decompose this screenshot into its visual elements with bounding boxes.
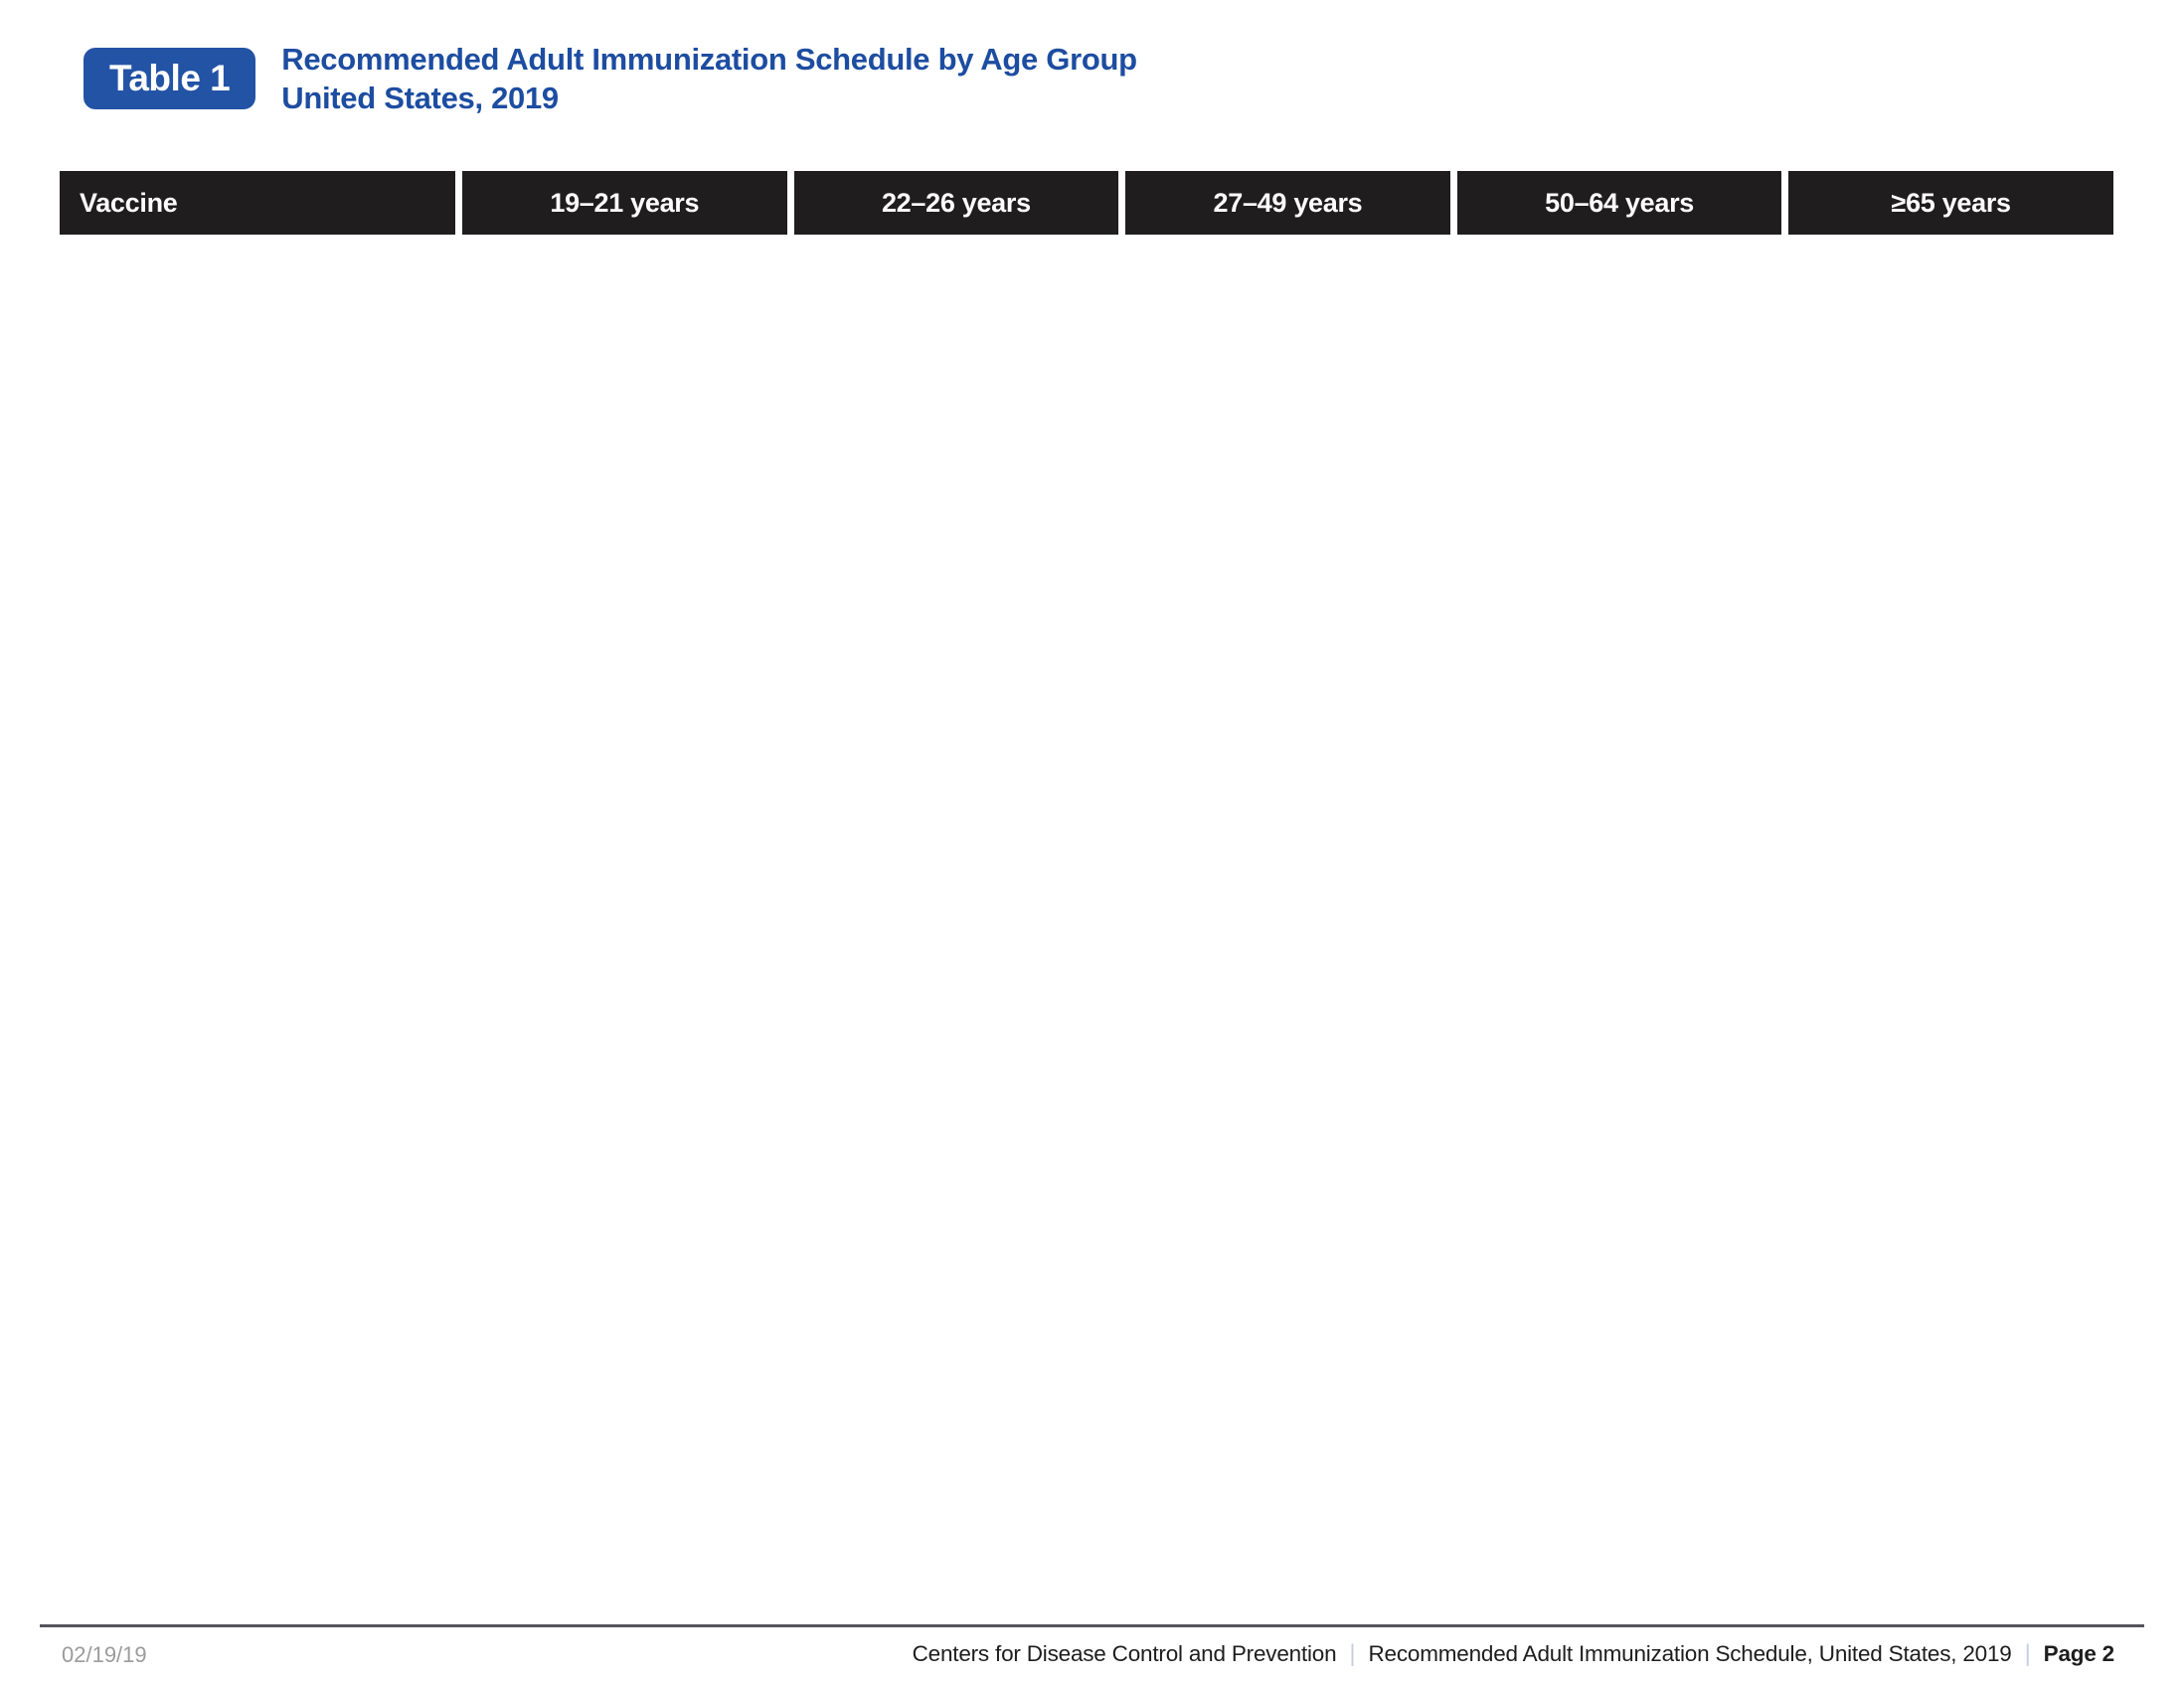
column-header-age-4: 50–64 years (1456, 171, 1782, 235)
table-number-badge: Table 1 (84, 48, 256, 109)
footer-separator: | (1349, 1640, 1356, 1667)
footer-date: 02/19/19 (62, 1642, 147, 1667)
column-header-age-3: 27–49 years (1125, 171, 1450, 235)
footer-doc-title: Recommended Adult Immunization Schedule,… (1368, 1641, 2012, 1666)
column-header-age-2: 22–26 years (793, 171, 1119, 235)
table-header-row: Vaccine 19–21 years 22–26 years 27–49 years… (60, 171, 2113, 235)
footer-page-number: Page 2 (2043, 1641, 2115, 1666)
immunization-schedule-table: Vaccine 19–21 years 22–26 years 27–49 years… (60, 171, 2113, 390)
table-body (60, 243, 2113, 390)
page-title: Recommended Adult Immunization Schedule … (281, 42, 1137, 77)
footer-separator: | (2024, 1640, 2031, 1667)
footer-divider (40, 1624, 2144, 1627)
row-influenza (60, 243, 2113, 390)
column-header-vaccine: Vaccine (60, 171, 455, 235)
footer-info: Centers for Disease Control and Preventi… (912, 1640, 2115, 1668)
page-title-block: Recommended Adult Immunization Schedule … (281, 40, 1137, 117)
column-header-age-5: ≥65 years (1788, 171, 2113, 235)
page-header: Table 1 Recommended Adult Immunization S… (84, 40, 1137, 117)
page-subtitle: United States, 2019 (281, 81, 559, 115)
footer-org: Centers for Disease Control and Preventi… (912, 1641, 1337, 1666)
column-header-age-1: 19–21 years (462, 171, 787, 235)
